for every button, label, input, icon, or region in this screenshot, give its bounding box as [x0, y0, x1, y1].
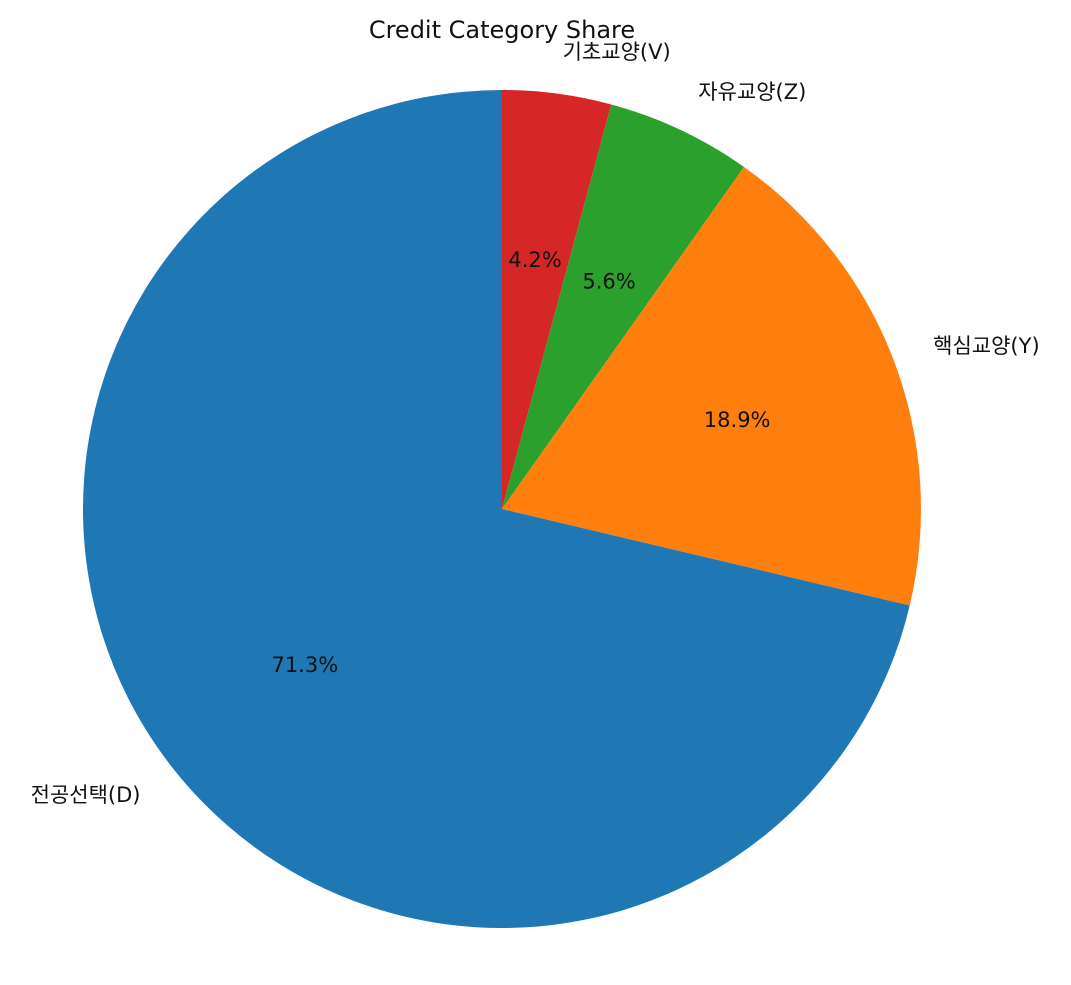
pie-slice-z — [502, 104, 744, 509]
pct-label-y: 18.9% — [704, 408, 771, 432]
pie-slice-d — [83, 90, 910, 928]
pct-label-d: 71.3% — [271, 653, 338, 677]
pie-slices — [83, 90, 922, 928]
pie-percent-labels: 4.2% 5.6% 18.9% 71.3% — [271, 248, 770, 677]
slice-label-v: 기초교양(V) — [563, 40, 671, 64]
pie-slice-y — [502, 166, 922, 606]
slice-label-z: 자유교양(Z) — [698, 80, 806, 104]
slice-label-d: 전공선택(D) — [31, 783, 141, 807]
slice-label-y: 핵심교양(Y) — [933, 334, 1040, 358]
chart-title: Credit Category Share — [369, 16, 635, 44]
pie-slice-labels: 기초교양(V) 자유교양(Z) 핵심교양(Y) 전공선택(D) — [31, 40, 1040, 807]
pct-label-v: 4.2% — [508, 248, 561, 272]
pie-slice-v — [502, 90, 612, 509]
pct-label-z: 5.6% — [582, 270, 635, 294]
